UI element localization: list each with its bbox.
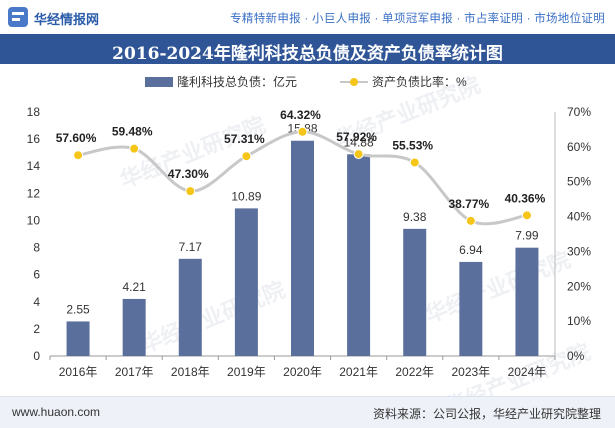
legend-bar-swatch-icon [145, 76, 173, 87]
legend-label-ratio: 资产负债比率：% [372, 75, 467, 89]
ratio-point [465, 215, 476, 226]
bar-value-label: 14.88 [344, 135, 374, 149]
service-links[interactable]: 专精特新申报 · 小巨人申报 · 单项冠军申报 · 市占率证明 · 市场地位证明 [230, 13, 605, 25]
y-left-tick-label: 6 [33, 268, 40, 282]
y-left-tick-label: 0 [33, 349, 40, 363]
bar [403, 228, 427, 356]
ratio-value-label: 38.77% [448, 197, 489, 211]
title-bar: 2016-2024年隆利科技总负债及资产负债率统计图 [0, 34, 615, 64]
bar [459, 261, 483, 356]
top-header: 华经情报网 专精特新申报 · 小巨人申报 · 单项冠军申报 · 市占率证明 · … [0, 0, 615, 34]
x-tick-label: 2016年 [59, 365, 98, 379]
y-left-tick-label: 14 [27, 159, 41, 173]
ratio-value-label: 47.30% [168, 167, 209, 181]
y-right-tick-label: 30% [567, 244, 591, 258]
bar [234, 208, 258, 356]
ratio-value-label: 57.60% [56, 131, 97, 145]
legend-item-debt: 隆利科技总负债：亿元 [145, 73, 297, 90]
y-right-tick-label: 70% [567, 105, 591, 119]
ratio-value-label: 57.92% [336, 130, 377, 144]
y-left-tick-label: 8 [33, 241, 40, 255]
bar-value-label: 10.89 [231, 189, 261, 203]
legend-item-ratio: 资产负债比率：% [340, 73, 467, 90]
x-tick-label: 2018年 [171, 365, 210, 379]
footer: www.huaon.com 资料来源：公司公报，华经产业研究院整理 [0, 396, 615, 428]
y-left-tick-label: 12 [27, 186, 41, 200]
footer-website-link[interactable]: www.huaon.com [12, 405, 101, 419]
chart-title: 2016-2024年隆利科技总负债及资产负债率统计图 [112, 44, 503, 64]
y-right-tick-label: 40% [567, 210, 591, 224]
chart-canvas: 0 2 4 6 8 10 12 14 16 18 0% 10% 20% 30% 40% 50% 60% 70% 20… [27, 105, 592, 379]
bar-value-label: 7.17 [179, 240, 203, 254]
bar [347, 154, 371, 356]
huajing-logo-icon[interactable] [8, 7, 28, 27]
bar-value-label: 2.55 [66, 302, 90, 316]
bar [66, 321, 90, 356]
x-tick-label: 2023年 [451, 365, 490, 379]
bar [291, 140, 314, 356]
ratio-point [297, 126, 308, 137]
y-left-tick-label: 18 [27, 105, 41, 119]
ratio-point [353, 149, 364, 160]
x-tick-label: 2022年 [395, 365, 434, 379]
bar [178, 258, 202, 356]
ratio-point [409, 157, 420, 168]
y-right-tick-label: 0% [567, 349, 585, 363]
y-right-tick-label: 20% [567, 279, 591, 293]
ratio-point [521, 210, 532, 221]
ratio-value-label: 64.32% [280, 108, 321, 122]
legend-label-debt: 隆利科技总负债：亿元 [177, 75, 298, 89]
chart-legend: 隆利科技总负债：亿元 资产负债比率：% [0, 73, 615, 91]
ratio-point [185, 186, 196, 197]
y-right-tick-label: 60% [567, 140, 591, 154]
bar-value-label: 7.99 [515, 229, 539, 243]
y-right-tick-label: 10% [567, 314, 591, 328]
x-tick-label: 2021年 [339, 365, 378, 379]
ratio-value-label: 59.48% [112, 125, 153, 139]
x-tick-label: 2019年 [227, 365, 266, 379]
bar [515, 247, 539, 356]
ratio-point [73, 150, 84, 161]
ratio-value-label: 57.31% [224, 132, 265, 146]
ratio-point [241, 151, 252, 162]
footer-source: 资料来源：公司公报，华经产业研究院整理 [372, 407, 601, 421]
y-left-tick-label: 4 [33, 295, 40, 309]
bar-value-label: 6.94 [459, 243, 483, 257]
bar-value-label: 4.21 [122, 280, 146, 294]
y-left-tick-label: 16 [27, 132, 41, 146]
y-left-tick-label: 2 [33, 322, 40, 336]
ratio-value-label: 55.53% [392, 138, 433, 152]
legend-line-swatch-icon [340, 77, 368, 87]
x-tick-label: 2020年 [283, 365, 322, 379]
y-left-tick-label: 10 [27, 213, 41, 227]
ratio-point [129, 143, 140, 154]
bar [122, 298, 146, 356]
ratio-value-label: 40.36% [505, 191, 546, 205]
x-tick-label: 2024年 [508, 365, 547, 379]
site-name[interactable]: 华经情报网 [34, 12, 100, 27]
x-tick-label: 2017年 [115, 365, 154, 379]
y-right-tick-label: 50% [567, 175, 591, 189]
bar-value-label: 9.38 [403, 210, 427, 224]
